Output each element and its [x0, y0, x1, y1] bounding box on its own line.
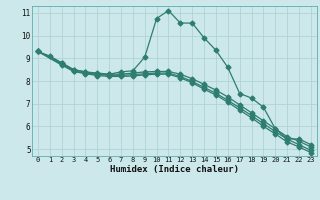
X-axis label: Humidex (Indice chaleur): Humidex (Indice chaleur): [110, 165, 239, 174]
